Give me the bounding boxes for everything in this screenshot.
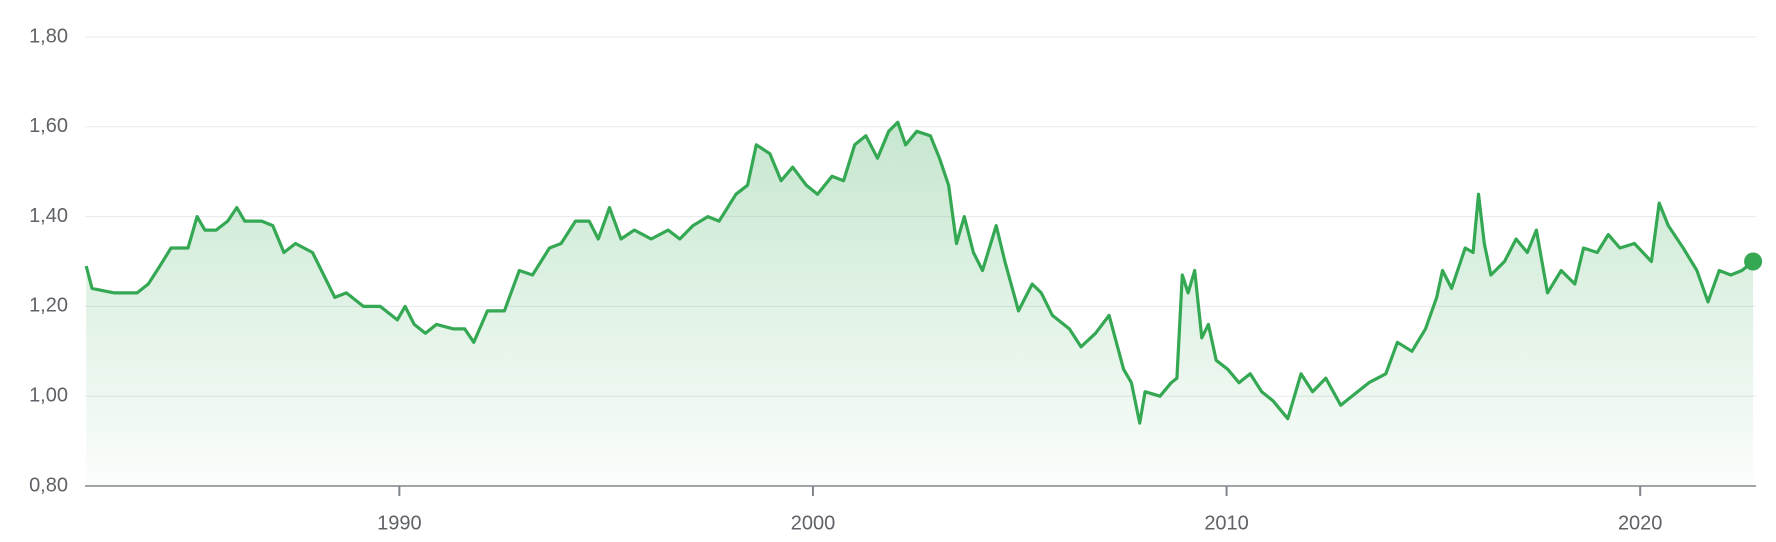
x-tick-label: 2000 <box>791 512 836 534</box>
y-tick-label: 1,40 <box>29 205 68 227</box>
x-tick-label: 2010 <box>1204 512 1249 534</box>
end-point <box>1744 252 1763 271</box>
y-tick-label: 1,20 <box>29 295 68 317</box>
y-tick-label: 1,00 <box>29 384 68 406</box>
area <box>86 122 1754 487</box>
x-tick-label: 1990 <box>377 512 422 534</box>
y-tick-label: 0,80 <box>29 474 68 496</box>
y-tick-label: 1,80 <box>29 25 68 47</box>
line <box>84 120 1755 425</box>
x-tick-label: 2020 <box>1618 512 1663 534</box>
y-tick-label: 1,60 <box>29 115 68 137</box>
